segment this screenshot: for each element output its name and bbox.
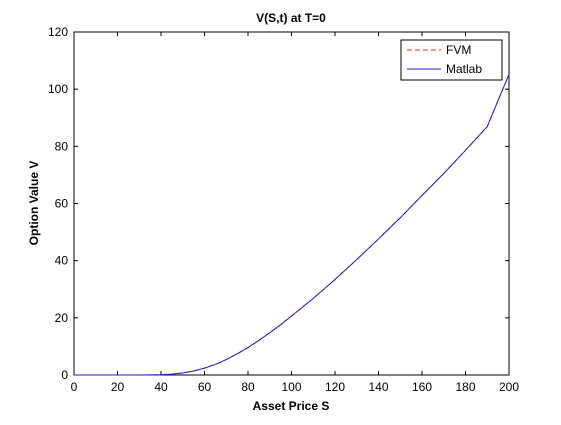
y-tick-label: 20 — [55, 311, 69, 325]
legend: FVM Matlab — [400, 39, 503, 81]
x-tick-label: 120 — [325, 380, 345, 394]
x-tick-label: 180 — [455, 380, 475, 394]
chart-title: V(S,t) at T=0 — [256, 11, 326, 25]
y-axis-title: Option Value V — [27, 161, 41, 246]
x-tick-label: 140 — [368, 380, 388, 394]
x-tick-label: 20 — [111, 380, 125, 394]
x-tick-label: 80 — [241, 380, 255, 394]
legend-box — [400, 39, 503, 81]
axis-ticks: 0 20 40 60 80 100 120 140 160 180 200 0 20 40 60 80 100 1… — [48, 25, 519, 394]
x-tick-label: 40 — [154, 380, 168, 394]
series-line-matlab — [74, 74, 510, 376]
y-tick-label: 40 — [55, 254, 69, 268]
y-tick-label: 100 — [48, 82, 68, 96]
x-tick-label: 60 — [198, 380, 212, 394]
y-tick-label: 0 — [61, 368, 68, 382]
x-tick-label: 0 — [71, 380, 78, 394]
x-tick-label: 160 — [412, 380, 432, 394]
x-tick-label: 200 — [499, 380, 519, 394]
x-tick-label: 100 — [281, 380, 301, 394]
y-tick-label: 120 — [48, 25, 68, 39]
legend-label-fvm: FVM — [446, 43, 471, 57]
series-layer — [74, 74, 510, 376]
legend-label-matlab: Matlab — [446, 62, 482, 76]
y-tick-label: 60 — [55, 197, 69, 211]
plot-area — [73, 31, 510, 376]
y-tick-label: 80 — [55, 139, 69, 153]
x-axis-title: Asset Price S — [253, 399, 330, 413]
